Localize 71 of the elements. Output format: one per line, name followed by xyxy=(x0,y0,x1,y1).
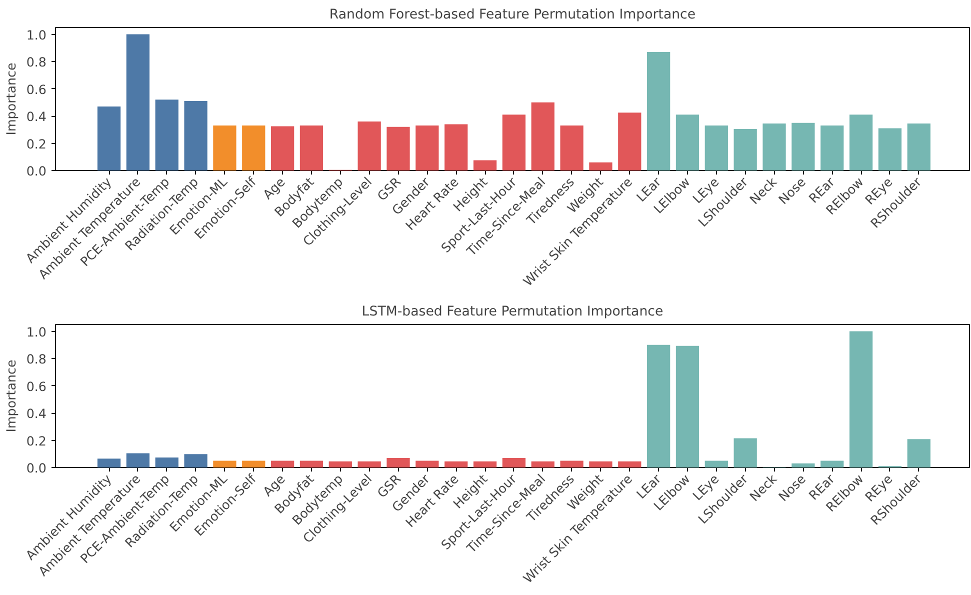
bar xyxy=(328,461,352,468)
bar xyxy=(358,461,381,468)
bar xyxy=(820,460,844,468)
bar xyxy=(126,453,150,468)
bar xyxy=(704,126,728,170)
bar xyxy=(734,128,757,170)
y-tick-label: 0.8 xyxy=(26,352,47,367)
bar xyxy=(358,121,381,170)
bar xyxy=(270,460,294,468)
y-tick-label: 0.0 xyxy=(26,164,47,178)
bar xyxy=(676,346,700,468)
bar xyxy=(734,438,757,468)
bar xyxy=(531,461,554,468)
bar xyxy=(704,460,728,468)
bar xyxy=(416,126,439,170)
bar xyxy=(270,126,294,170)
bar xyxy=(155,458,178,468)
bar xyxy=(444,461,468,468)
y-tick-label: 0.0 xyxy=(26,460,47,476)
bar xyxy=(386,126,410,170)
bar xyxy=(792,122,815,170)
y-axis-title: Importance xyxy=(3,62,18,136)
y-tick-label: 0.6 xyxy=(26,82,47,97)
bar xyxy=(416,460,439,468)
bar xyxy=(762,124,786,170)
bar xyxy=(473,461,497,468)
y-tick-label: 0.4 xyxy=(26,406,47,422)
bar xyxy=(907,439,930,468)
y-tick-label: 0.2 xyxy=(26,136,47,152)
bar xyxy=(97,458,121,468)
y-tick-label: 0.8 xyxy=(26,54,47,70)
bar xyxy=(589,461,612,468)
y-tick-label: 1.0 xyxy=(26,27,47,42)
bar xyxy=(444,124,468,170)
bar xyxy=(300,126,324,170)
bar xyxy=(502,114,526,170)
chart-title: Random Forest-based Feature Permutation Importance xyxy=(329,8,696,22)
bar xyxy=(849,114,873,170)
chart-title: LSTM-based Feature Permutation Importance xyxy=(362,304,664,320)
bar xyxy=(618,461,642,468)
bar xyxy=(184,454,208,468)
bar xyxy=(473,160,497,170)
bar xyxy=(849,331,873,468)
y-axis-title: Importance xyxy=(3,360,18,432)
bar xyxy=(589,162,612,170)
bar xyxy=(907,124,930,170)
y-tick-label: 0.2 xyxy=(26,433,47,448)
bar xyxy=(213,126,236,170)
bar xyxy=(97,106,121,170)
y-tick-label: 1.0 xyxy=(26,324,47,340)
bar xyxy=(213,460,236,468)
bar xyxy=(560,460,584,468)
y-tick-label: 0.4 xyxy=(26,109,47,124)
bar xyxy=(155,100,178,170)
bar xyxy=(184,101,208,170)
bar xyxy=(676,114,700,170)
bar xyxy=(618,112,642,170)
bar xyxy=(126,34,150,170)
bar xyxy=(646,344,670,468)
bar xyxy=(792,463,815,468)
bar xyxy=(646,52,670,170)
bar xyxy=(820,126,844,170)
bar xyxy=(386,458,410,468)
y-tick-label: 0.6 xyxy=(26,378,47,394)
bar xyxy=(878,128,902,170)
bar xyxy=(300,460,324,468)
bar xyxy=(242,126,266,170)
bar xyxy=(242,460,266,468)
bar xyxy=(560,126,584,170)
bar xyxy=(502,458,526,468)
bar xyxy=(531,102,554,170)
